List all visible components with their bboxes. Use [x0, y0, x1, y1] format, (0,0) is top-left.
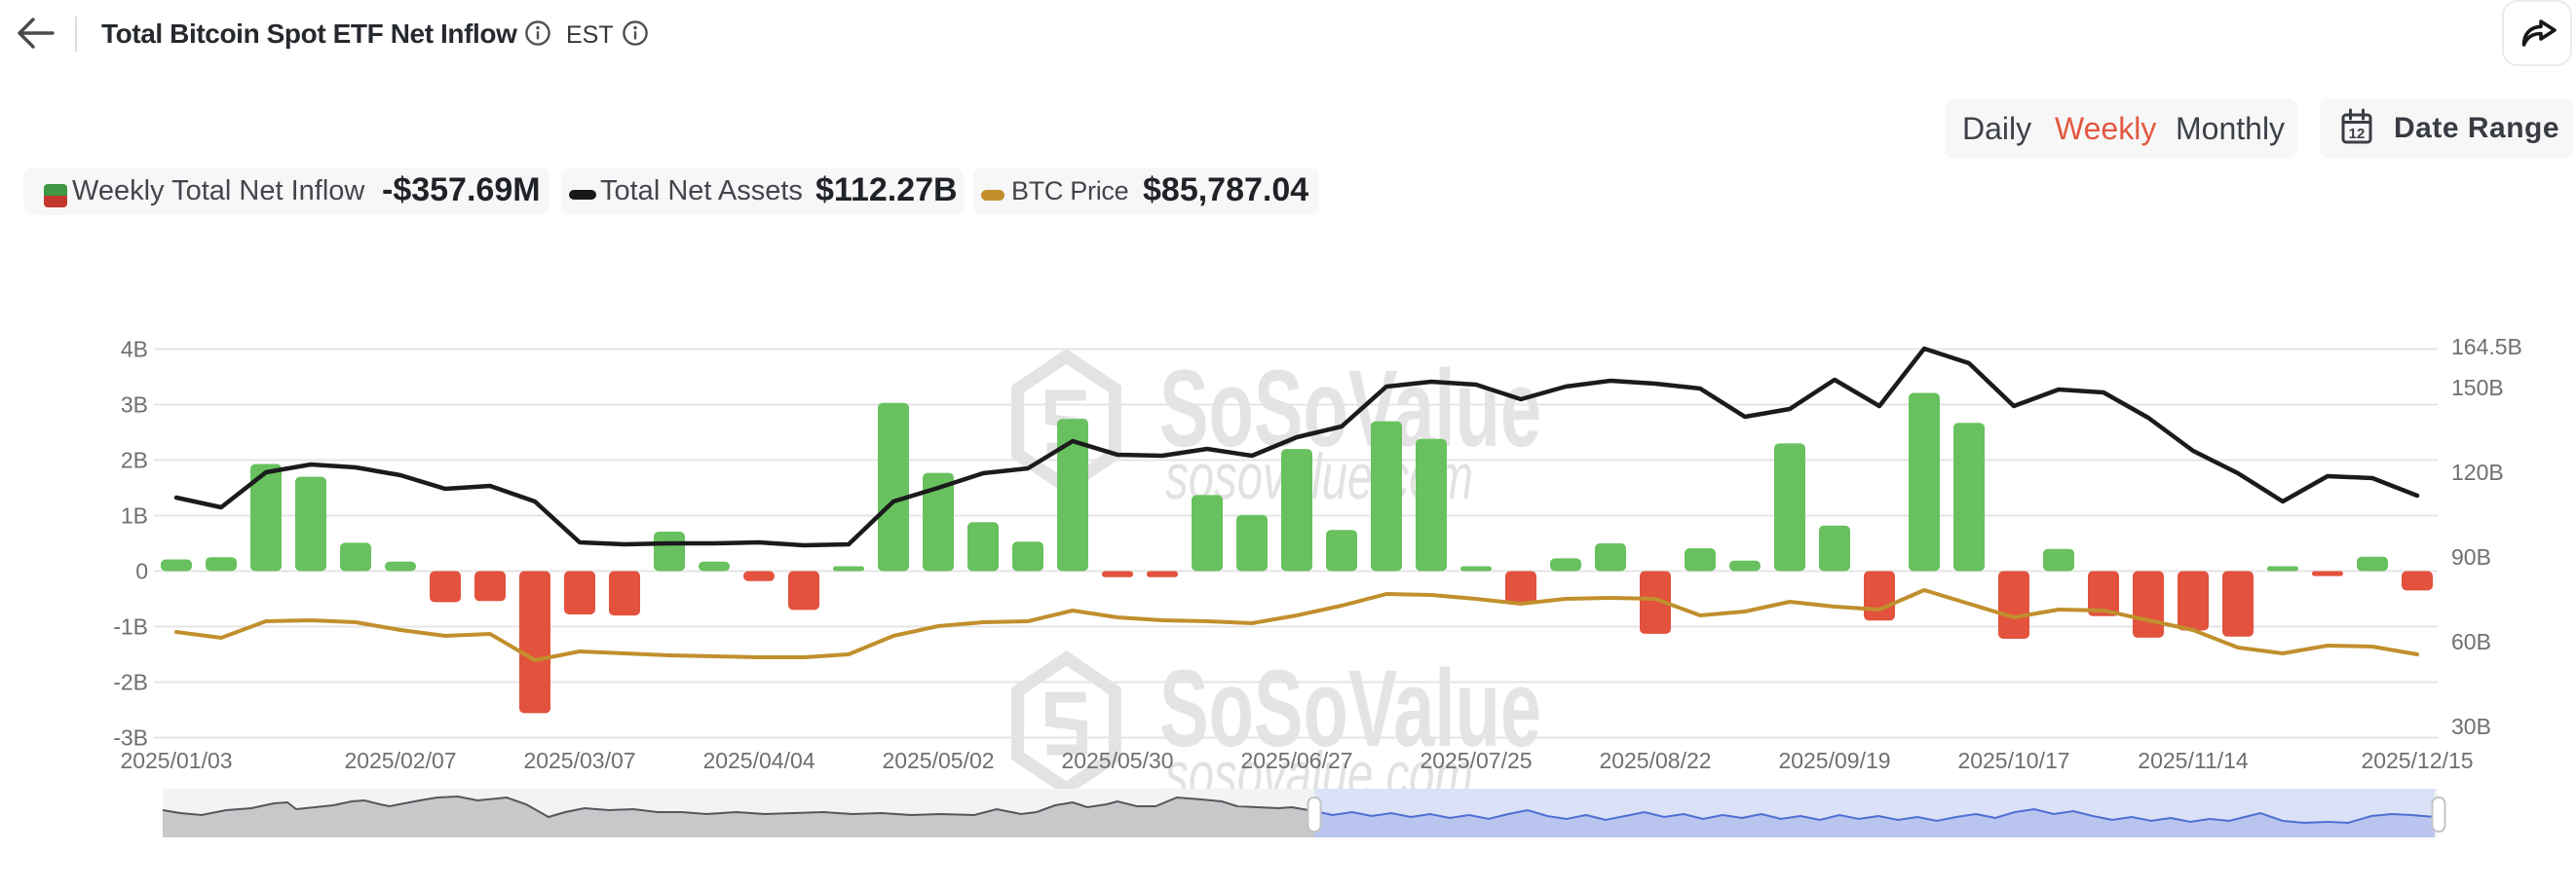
svg-text:0: 0 — [135, 559, 148, 584]
svg-text:60B: 60B — [2451, 629, 2491, 654]
svg-text:1B: 1B — [121, 503, 148, 529]
svg-text:2025/12/15: 2025/12/15 — [2361, 748, 2473, 773]
svg-text:2025/03/07: 2025/03/07 — [523, 748, 635, 773]
svg-text:2025/04/04: 2025/04/04 — [702, 748, 814, 773]
svg-text:-2B: -2B — [113, 670, 148, 695]
svg-text:-3B: -3B — [113, 725, 148, 751]
svg-text:2025/02/07: 2025/02/07 — [344, 748, 456, 773]
svg-text:2025/11/14: 2025/11/14 — [2138, 748, 2249, 773]
svg-text:2025/07/25: 2025/07/25 — [1420, 748, 1532, 773]
svg-text:90B: 90B — [2451, 544, 2491, 570]
svg-text:2025/09/19: 2025/09/19 — [1778, 748, 1890, 773]
svg-text:12: 12 — [2349, 126, 2366, 142]
svg-text:2B: 2B — [121, 448, 148, 473]
svg-text:120B: 120B — [2451, 460, 2504, 485]
svg-text:2025/06/27: 2025/06/27 — [1240, 748, 1352, 773]
svg-text:2025/10/17: 2025/10/17 — [1957, 748, 2069, 773]
svg-text:150B: 150B — [2451, 375, 2504, 400]
svg-text:2025/01/03: 2025/01/03 — [120, 748, 232, 773]
svg-text:4B: 4B — [121, 337, 148, 362]
svg-text:3B: 3B — [121, 392, 148, 418]
svg-text:SoSoValue: SoSoValue — [1159, 648, 1541, 769]
svg-text:SoSoValue: SoSoValue — [1159, 348, 1541, 469]
svg-text:2025/05/30: 2025/05/30 — [1061, 748, 1173, 773]
svg-text:30B: 30B — [2451, 714, 2491, 739]
svg-text:2025/05/02: 2025/05/02 — [882, 748, 994, 773]
svg-text:164.5B: 164.5B — [2451, 334, 2522, 359]
svg-text:-1B: -1B — [113, 614, 148, 640]
svg-text:2025/08/22: 2025/08/22 — [1599, 748, 1711, 773]
